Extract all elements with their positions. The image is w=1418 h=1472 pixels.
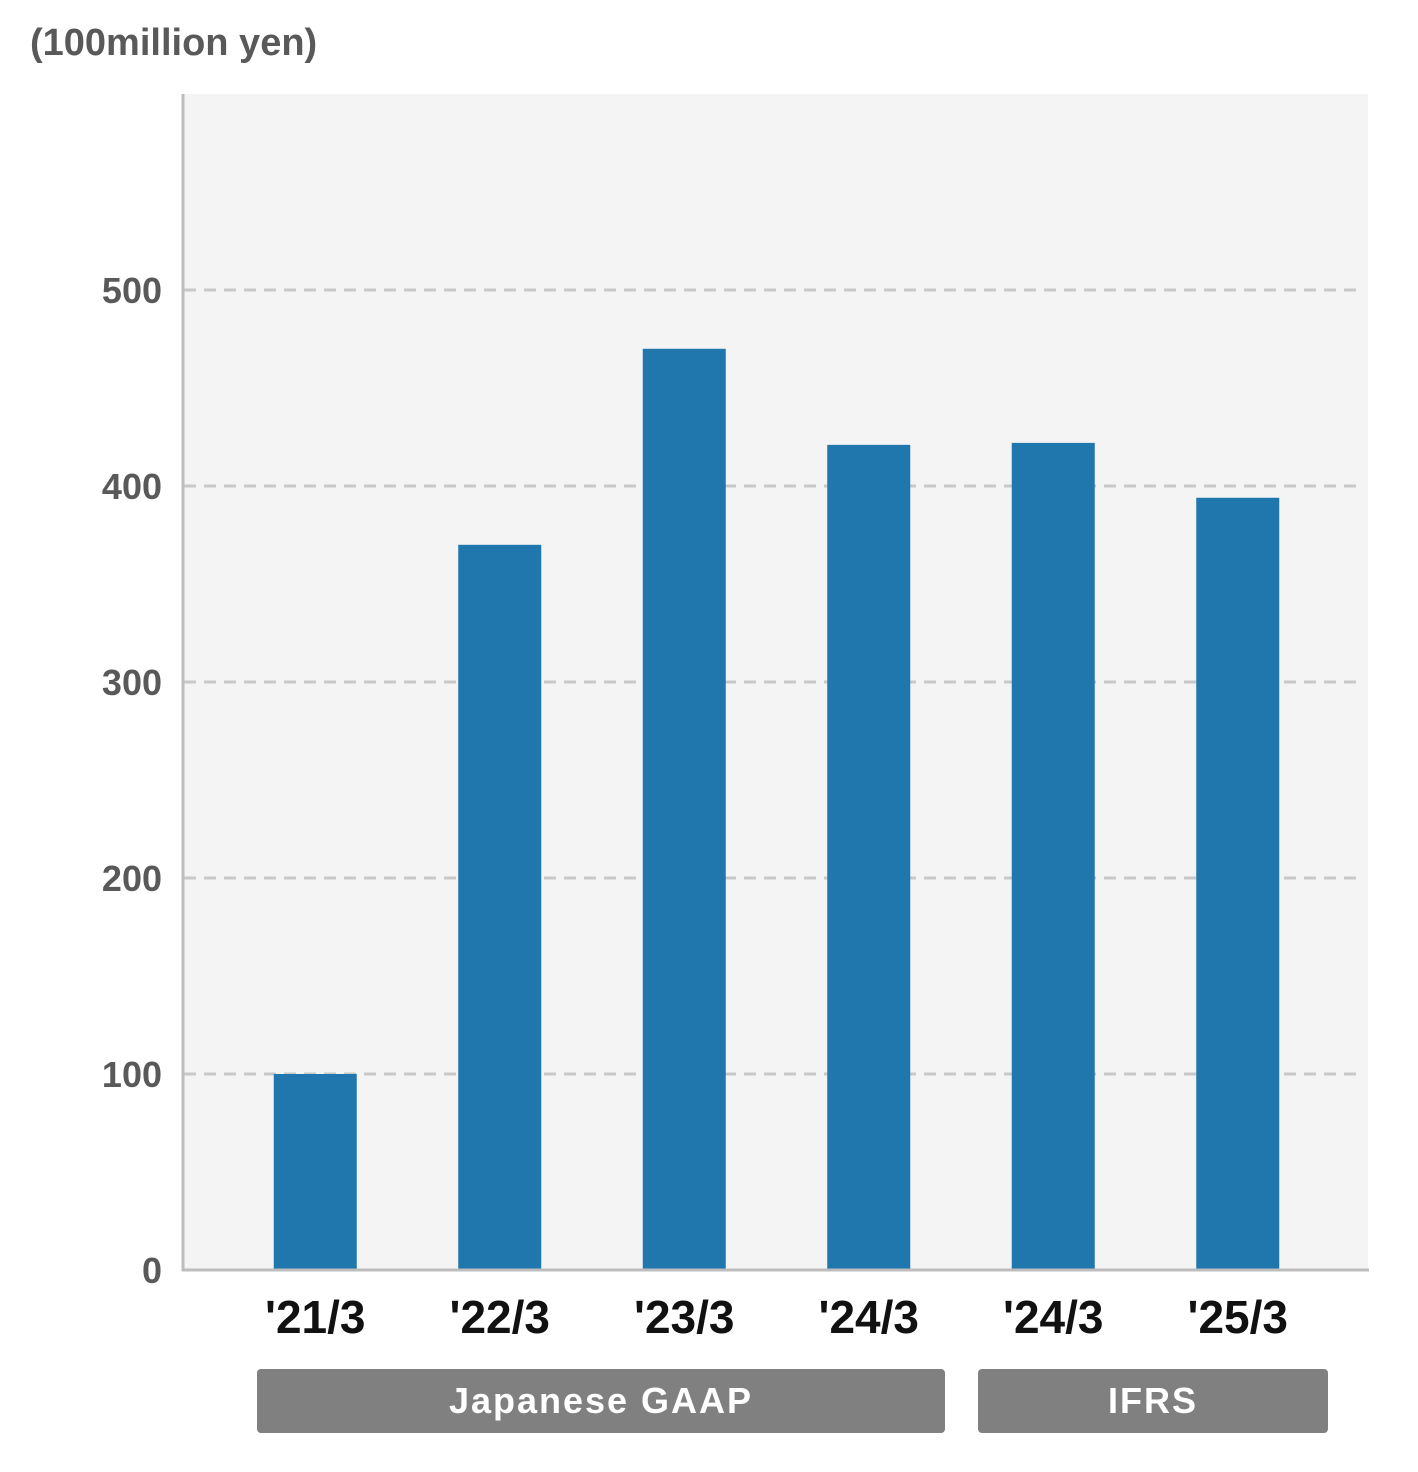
x-tick-labels: '21/3 '22/3 '23/3 '24/3 '24/3 '25/3	[265, 1291, 1288, 1343]
y-tick-label-500: 500	[102, 270, 162, 311]
bar-4	[1011, 442, 1095, 1270]
y-tick-label-200: 200	[102, 858, 162, 899]
y-tick-label-100: 100	[102, 1054, 162, 1095]
gridlines	[184, 288, 1362, 1076]
group-badge-japanese-gaap: Japanese GAAP	[257, 1369, 945, 1433]
bar-3	[827, 444, 911, 1271]
bars	[273, 348, 1280, 1271]
bar-5	[1196, 497, 1280, 1270]
y-tick-labels: 0 100 200 300 400 500	[102, 270, 162, 1291]
bar-0	[273, 1074, 357, 1270]
x-tick-label-3: '24/3	[819, 1291, 919, 1343]
bar-2	[642, 348, 726, 1270]
bar-1	[458, 544, 542, 1270]
y-tick-label-300: 300	[102, 662, 162, 703]
x-tick-label-1: '22/3	[450, 1291, 550, 1343]
group-badge-ifrs: IFRS	[978, 1369, 1328, 1433]
x-tick-label-5: '25/3	[1188, 1291, 1288, 1343]
x-tick-label-2: '23/3	[634, 1291, 734, 1343]
y-tick-label-0: 0	[142, 1250, 162, 1291]
x-tick-label-0: '21/3	[265, 1291, 365, 1343]
x-tick-label-4: '24/3	[1003, 1291, 1103, 1343]
y-axis-unit-label: (100million yen)	[30, 22, 318, 64]
y-tick-label-400: 400	[102, 466, 162, 507]
